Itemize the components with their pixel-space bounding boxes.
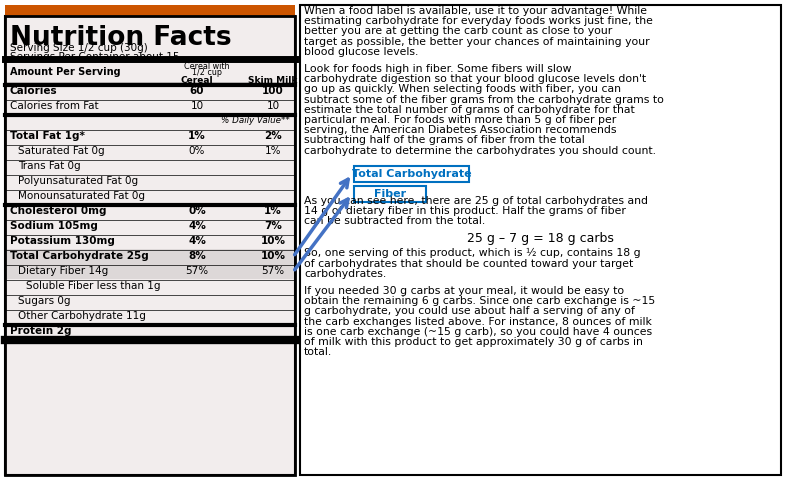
Text: carbohydrates.: carbohydrates.: [304, 269, 386, 279]
Text: carbohydrate to determine the carbohydrates you should count.: carbohydrate to determine the carbohydra…: [304, 145, 656, 156]
Text: 100: 100: [262, 86, 284, 96]
Text: 2%: 2%: [264, 131, 282, 141]
Bar: [6, 249, 294, 264]
Text: obtain the remaining 6 g carbs. Since one carb exchange is ~15: obtain the remaining 6 g carbs. Since on…: [304, 296, 656, 306]
Text: 0%: 0%: [188, 206, 206, 216]
Text: Total Carbohydrate 25g: Total Carbohydrate 25g: [10, 251, 149, 261]
Text: g carbohydrate, you could use about half a serving of any of: g carbohydrate, you could use about half…: [304, 306, 635, 316]
Text: subtracting half of the grams of fiber from the total: subtracting half of the grams of fiber f…: [304, 135, 585, 145]
Text: 60: 60: [189, 86, 204, 96]
Text: Cholesterol 0mg: Cholesterol 0mg: [10, 206, 106, 216]
Text: go up as quickly. When selecting foods with fiber, you can: go up as quickly. When selecting foods w…: [304, 84, 621, 95]
Text: subtract some of the fiber grams from the carbohydrate grams to: subtract some of the fiber grams from th…: [304, 95, 664, 105]
Text: blood glucose levels.: blood glucose levels.: [304, 47, 418, 57]
Text: Other Carbohydrate 11g: Other Carbohydrate 11g: [18, 311, 146, 321]
Text: 1%: 1%: [264, 206, 282, 216]
Text: Look for foods high in fiber. Some fibers will slow: Look for foods high in fiber. Some fiber…: [304, 64, 571, 74]
Text: So, one serving of this product, which is ½ cup, contains 18 g: So, one serving of this product, which i…: [304, 249, 641, 259]
Text: of carbohydrates that should be counted toward your target: of carbohydrates that should be counted …: [304, 259, 634, 269]
Text: As you can see here, there are 25 g of total carbohydrates and: As you can see here, there are 25 g of t…: [304, 196, 648, 206]
Bar: [354, 186, 426, 202]
Text: Polyunsaturated Fat 0g: Polyunsaturated Fat 0g: [18, 176, 138, 186]
Text: of milk with this product to get approximately 30 g of carbs in: of milk with this product to get approxi…: [304, 337, 643, 347]
Text: carbohydrate digestion so that your blood glucose levels don't: carbohydrate digestion so that your bloo…: [304, 74, 646, 84]
Text: % Daily Value**: % Daily Value**: [221, 116, 290, 125]
Text: Dietary Fiber 14g: Dietary Fiber 14g: [18, 266, 108, 276]
Text: can be subtracted from the total.: can be subtracted from the total.: [304, 216, 485, 226]
Text: Servings Per Container about 15: Servings Per Container about 15: [10, 52, 179, 62]
Bar: [5, 5, 295, 16]
Text: 57%: 57%: [262, 266, 285, 276]
Text: 4%: 4%: [188, 221, 206, 231]
Text: serving, the American Diabetes Association recommends: serving, the American Diabetes Associati…: [304, 125, 616, 135]
Text: Trans Fat 0g: Trans Fat 0g: [18, 161, 81, 171]
Text: Potassium 130mg: Potassium 130mg: [10, 236, 115, 246]
Bar: [354, 166, 469, 182]
Text: Saturated Fat 0g: Saturated Fat 0g: [18, 146, 105, 156]
Text: If you needed 30 g carbs at your meal, it would be easy to: If you needed 30 g carbs at your meal, i…: [304, 286, 624, 296]
Text: 0%: 0%: [189, 146, 205, 156]
Text: particular meal. For foods with more than 5 g of fiber per: particular meal. For foods with more tha…: [304, 115, 616, 125]
Text: the carb exchanges listed above. For instance, 8 ounces of milk: the carb exchanges listed above. For ins…: [304, 317, 652, 326]
Text: 4%: 4%: [188, 236, 206, 246]
Text: 25 g – 7 g = 18 g carbs: 25 g – 7 g = 18 g carbs: [467, 232, 614, 245]
Bar: [5, 16, 295, 475]
Bar: [6, 264, 294, 279]
Text: 7%: 7%: [264, 221, 282, 231]
Text: 14 g of dietary fiber in this product. Half the grams of fiber: 14 g of dietary fiber in this product. H…: [304, 206, 626, 216]
Text: Protein 2g: Protein 2g: [10, 326, 72, 336]
Text: 10: 10: [266, 101, 280, 111]
FancyArrowPatch shape: [295, 179, 348, 255]
Text: Cereal: Cereal: [181, 76, 213, 85]
Text: Cereal with: Cereal with: [184, 62, 230, 71]
Text: 1%: 1%: [265, 146, 281, 156]
Text: estimating carbohydrate for everyday foods works just fine, the: estimating carbohydrate for everyday foo…: [304, 16, 653, 26]
Text: Serving Size 1/2 cup (30g): Serving Size 1/2 cup (30g): [10, 43, 148, 53]
Text: Soluble Fiber less than 1g: Soluble Fiber less than 1g: [26, 281, 160, 291]
Text: Skim Milk: Skim Milk: [248, 76, 298, 85]
Bar: [5, 16, 295, 475]
Text: Total Carbohydrate: Total Carbohydrate: [351, 169, 472, 179]
Text: 8%: 8%: [188, 251, 206, 261]
Text: is one carb exchange (~15 g carb), so you could have 4 ounces: is one carb exchange (~15 g carb), so yo…: [304, 327, 652, 337]
Text: Nutrition Facts: Nutrition Facts: [10, 25, 232, 51]
Text: 1/2 cup: 1/2 cup: [192, 68, 222, 77]
Text: 57%: 57%: [185, 266, 208, 276]
Text: Calories: Calories: [10, 86, 57, 96]
Text: 1%: 1%: [188, 131, 206, 141]
Text: 10: 10: [190, 101, 204, 111]
Text: When a food label is available, use it to your advantage! While: When a food label is available, use it t…: [304, 6, 647, 16]
FancyArrowPatch shape: [295, 199, 348, 270]
Text: Amount Per Serving: Amount Per Serving: [10, 67, 120, 77]
Text: Sugars 0g: Sugars 0g: [18, 296, 71, 306]
Text: Total Fat 1g*: Total Fat 1g*: [10, 131, 85, 141]
Text: Monounsaturated Fat 0g: Monounsaturated Fat 0g: [18, 191, 145, 201]
Text: Sodium 105mg: Sodium 105mg: [10, 221, 98, 231]
Text: estimate the total number of grams of carbohydrate for that: estimate the total number of grams of ca…: [304, 105, 635, 115]
Text: target as possible, the better your chances of maintaining your: target as possible, the better your chan…: [304, 36, 649, 47]
Bar: [300, 5, 781, 475]
Text: total.: total.: [304, 347, 332, 357]
Text: better you are at getting the carb count as close to your: better you are at getting the carb count…: [304, 26, 612, 36]
Text: Fiber: Fiber: [374, 189, 406, 199]
Text: 10%: 10%: [260, 236, 285, 246]
Text: 10%: 10%: [260, 251, 285, 261]
Text: Calories from Fat: Calories from Fat: [10, 101, 98, 111]
